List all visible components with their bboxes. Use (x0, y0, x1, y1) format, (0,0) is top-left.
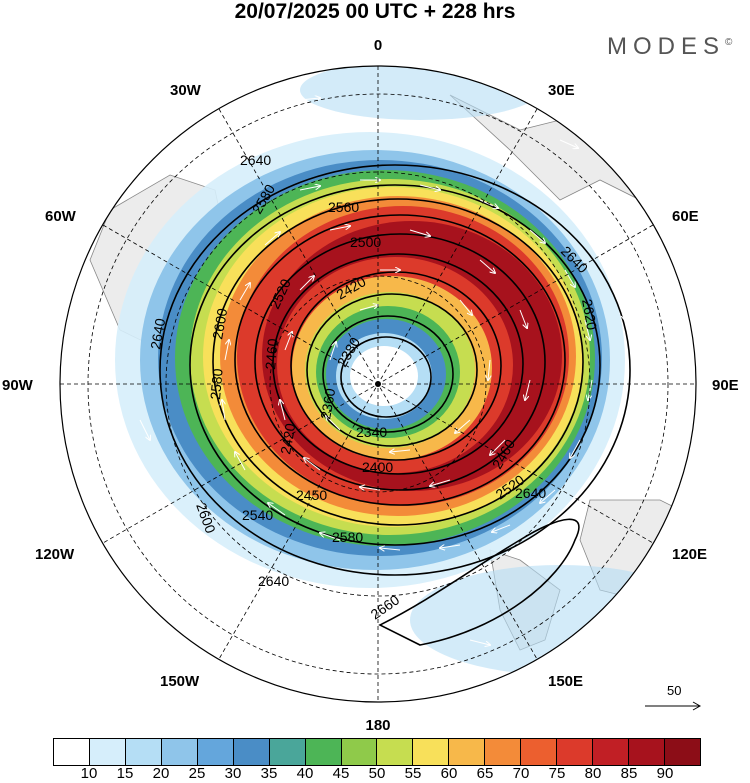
colorbar-tick-label: 45 (332, 765, 350, 782)
reference-vector-arrow (645, 701, 702, 711)
contour-label: 2640 (258, 573, 289, 589)
colorbar-swatch (341, 739, 378, 765)
colorbar-tick-label: 55 (404, 765, 422, 782)
contour-label: 2460 (262, 338, 281, 371)
lon-label-150w: 150W (160, 673, 200, 690)
colorbar-swatch (521, 739, 558, 765)
colorbar-tick-label: 30 (224, 765, 242, 782)
lon-label-30e: 30E (548, 82, 575, 99)
wind-vectors (99, 98, 641, 702)
contour-label: 2620 (579, 298, 600, 332)
colorbar-swatch (413, 739, 450, 765)
longitude-labels: 0 30E 60E 90E 120E 150E 180 150W 120W 90… (2, 37, 739, 734)
lon-label-180: 180 (365, 717, 390, 734)
colorbar-swatch (664, 739, 700, 765)
contour-label: 2500 (350, 234, 381, 250)
colorbar-swatch (377, 739, 414, 765)
colorbar-tick-label: 50 (368, 765, 386, 782)
colorbar-swatch (233, 739, 270, 765)
contour-label: 2450 (296, 487, 327, 503)
lon-label-0: 0 (374, 37, 382, 54)
wind-speed-shading (115, 66, 696, 675)
contour-label: 2360 (317, 387, 338, 421)
colorbar-tick-label: 20 (152, 765, 170, 782)
colorbar-tick-label: 25 (188, 765, 206, 782)
height-contours (159, 164, 631, 646)
colorbar-swatch (593, 739, 629, 765)
lon-label-30w: 30W (170, 82, 202, 99)
colorbar-swatch (485, 739, 522, 765)
contour-label: 2640 (240, 152, 271, 168)
colorbar-tick-label: 85 (620, 765, 638, 782)
reference-vector-label: 50 (667, 683, 682, 698)
colorbar-tick-label: 65 (476, 765, 494, 782)
contour-label: 2420 (277, 422, 298, 456)
colorbar-labels: 10 15 20 25 30 35 40 45 50 55 60 65 70 75 80 85 90 (53, 765, 701, 783)
contour-label: 2580 (332, 529, 363, 545)
colorbar-swatch (197, 739, 234, 765)
map-boundary (59, 65, 697, 703)
colorbar-swatch (161, 739, 198, 765)
lon-label-120w: 120W (35, 546, 75, 563)
colorbar-tick-label: 70 (512, 765, 530, 782)
contour-label: 2600 (209, 307, 230, 341)
contour-label: 2640 (515, 485, 546, 501)
colorbar-tick-label: 15 (116, 765, 134, 782)
contour-label: 2560 (328, 199, 359, 215)
colorbar-swatch (269, 739, 306, 765)
contour-label: 2540 (242, 507, 273, 523)
colorbar-swatch (557, 739, 594, 765)
lon-label-90e: 90E (712, 377, 739, 394)
colorbar-tick-label: 40 (296, 765, 314, 782)
brand-logo: MODES© (607, 33, 738, 61)
copyright-mark: © (725, 37, 739, 48)
lon-label-120e: 120E (672, 546, 707, 563)
colorbar-swatch (449, 739, 486, 765)
colorbar (53, 738, 701, 766)
lon-label-90w: 90W (2, 377, 34, 394)
colorbar-swatch (629, 739, 665, 765)
lon-label-60w: 60W (45, 208, 77, 225)
colorbar-swatch (305, 739, 342, 765)
colorbar-swatch (89, 739, 126, 765)
contour-label: 2340 (356, 424, 387, 440)
pole-marker (375, 381, 381, 387)
contour-label: 2580 (207, 368, 226, 401)
colorbar-tick-label: 10 (80, 765, 98, 782)
map-title: 20/07/2025 00 UTC + 228 hrs (234, 0, 516, 23)
brand-name: MODES (607, 33, 726, 60)
colorbar-tick-label: 80 (584, 765, 602, 782)
colorbar-tick-label: 90 (656, 765, 674, 782)
contour-label: 2640 (147, 317, 168, 351)
colorbar-tick-label: 60 (440, 765, 458, 782)
colorbar-swatch (54, 739, 90, 765)
contour-label: 2400 (362, 459, 393, 475)
colorbar-swatch (125, 739, 162, 765)
colorbar-tick-label: 75 (548, 765, 566, 782)
lon-label-60e: 60E (672, 208, 699, 225)
lon-label-150e: 150E (548, 673, 583, 690)
colorbar-tick-label: 35 (260, 765, 278, 782)
